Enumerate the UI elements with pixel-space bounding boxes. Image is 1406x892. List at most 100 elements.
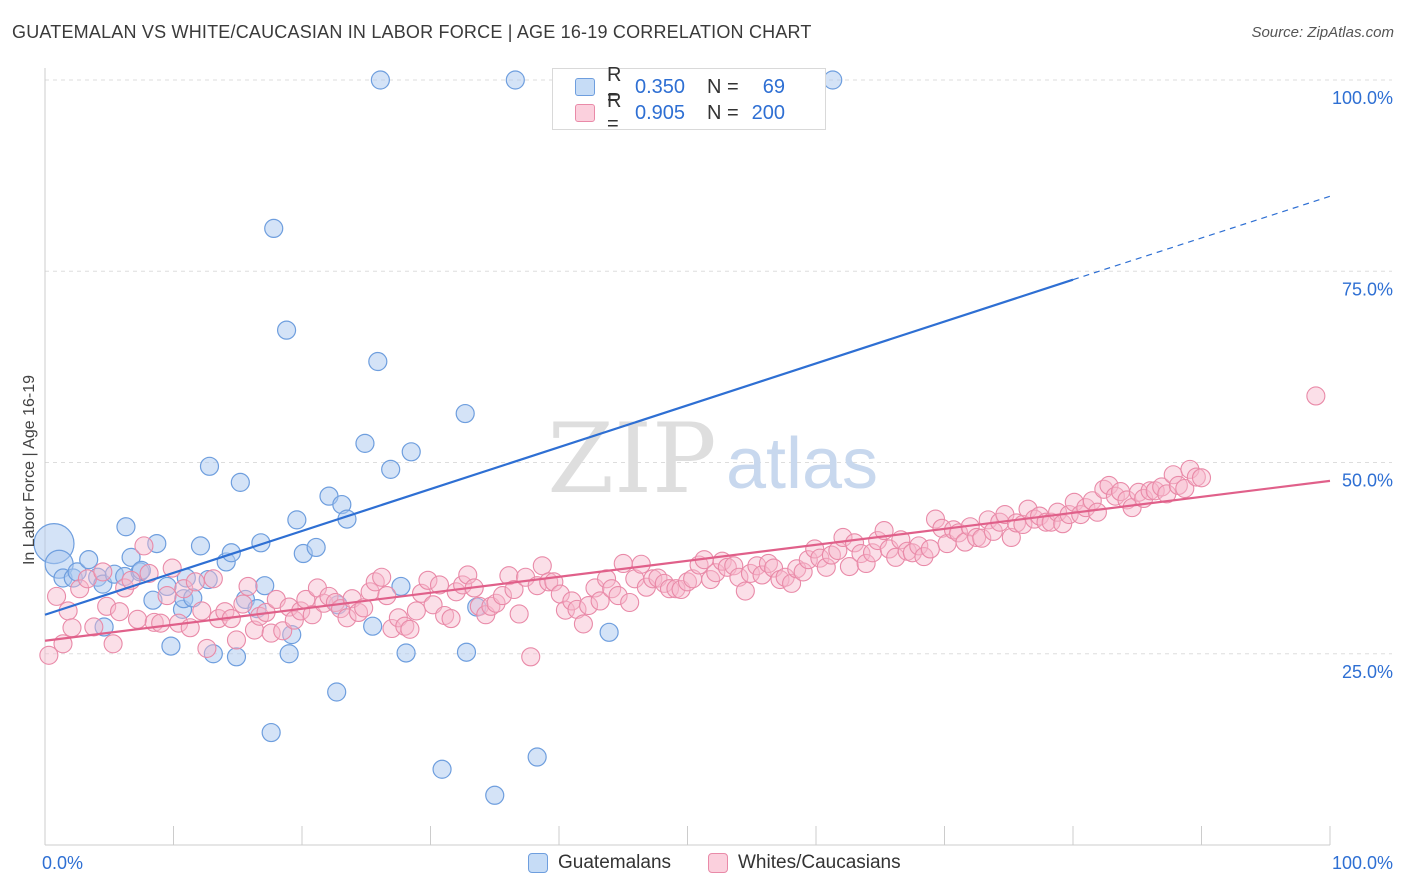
y-axis-label: In Labor Force | Age 16-19	[21, 374, 38, 566]
data-point-guatemalans	[255, 576, 275, 596]
data-point-whites	[573, 614, 593, 634]
data-point-whites	[654, 573, 674, 593]
watermark-zip: ZIP	[547, 403, 716, 515]
data-point-guatemalans	[505, 70, 525, 90]
data-point-whites	[441, 609, 461, 629]
data-point-guatemalans	[527, 747, 547, 767]
data-point-whites	[666, 579, 686, 599]
watermark: ZIP atlas	[547, 403, 878, 515]
data-point-guatemalans	[279, 644, 299, 664]
data-point-whites	[337, 608, 357, 628]
data-point-whites	[816, 557, 836, 577]
data-point-whites	[238, 576, 258, 596]
data-point-whites	[47, 586, 67, 606]
tick-labels: 25.0% 50.0% 75.0% 100.0% 0.0% 100.0%	[42, 88, 1393, 873]
y-tick-label: 50.0%	[1342, 471, 1393, 491]
legend-label: Whites/Caucasians	[738, 852, 901, 873]
data-point-whites	[139, 563, 159, 583]
data-point-whites	[521, 647, 541, 667]
series-guatemalans	[33, 70, 843, 805]
data-point-guatemalans	[287, 510, 307, 530]
data-point-guatemalans	[261, 722, 281, 743]
data-point-guatemalans	[370, 70, 390, 90]
data-point-whites	[920, 539, 940, 559]
data-point-guatemalans	[251, 533, 271, 553]
data-point-whites	[429, 575, 450, 595]
n-value: 69	[762, 75, 785, 98]
data-point-whites	[1140, 481, 1160, 501]
n-label: N =	[707, 75, 739, 98]
data-point-whites	[97, 596, 117, 616]
data-point-guatemalans	[381, 459, 401, 479]
data-point-whites	[724, 556, 744, 576]
data-point-whites	[706, 563, 726, 583]
data-point-whites	[406, 601, 426, 621]
legend-label: Guatemalans	[558, 852, 672, 873]
data-point-guatemalans	[396, 643, 416, 663]
data-point-whites	[400, 619, 420, 639]
data-point-whites	[1175, 478, 1195, 499]
data-point-whites	[486, 593, 506, 613]
data-point-whites	[793, 562, 813, 582]
data-point-whites	[1087, 502, 1107, 522]
data-point-guatemalans	[203, 644, 223, 664]
data-point-guatemalans	[143, 590, 163, 610]
r-label: R =	[607, 64, 622, 109]
legend-swatch-pink	[575, 104, 595, 122]
data-point-whites	[261, 623, 281, 643]
data-point-whites	[418, 570, 438, 590]
data-point-whites	[590, 591, 610, 611]
data-point-guatemalans	[94, 617, 114, 637]
r-value: 0.905	[635, 101, 686, 124]
data-point-guatemalans	[221, 543, 241, 563]
n-value: 200	[751, 101, 785, 124]
data-point-guatemalans	[306, 537, 326, 558]
data-point-guatemalans	[131, 560, 151, 580]
data-point-whites	[1306, 386, 1326, 406]
x-tick-label: 0.0%	[42, 853, 83, 873]
data-point-whites	[103, 634, 123, 654]
data-point-guatemalans	[327, 682, 347, 702]
data-point-whites	[1186, 467, 1206, 487]
trend-lines	[44, 195, 1331, 642]
data-point-whites	[70, 579, 90, 599]
data-point-guatemalans	[401, 442, 421, 462]
legend-row-guatemalans: R = 0.350 N = 69	[575, 64, 785, 109]
data-point-whites	[1094, 479, 1114, 499]
data-point-whites	[127, 609, 148, 629]
data-point-whites	[93, 562, 113, 582]
data-point-whites	[203, 569, 223, 589]
data-point-whites	[856, 553, 876, 574]
data-point-whites	[372, 567, 392, 587]
data-point-whites	[735, 581, 755, 601]
data-point-whites	[226, 630, 247, 650]
data-point-whites	[134, 536, 154, 556]
data-point-guatemalans	[599, 622, 619, 642]
data-point-whites	[109, 602, 130, 622]
legend-swatch-blue	[528, 853, 548, 873]
legend-item-whites: Whites/Caucasians	[708, 852, 901, 874]
data-point-whites	[909, 536, 929, 556]
data-point-whites	[631, 554, 651, 574]
data-point-whites	[1191, 468, 1212, 488]
data-point-whites	[197, 638, 217, 658]
data-point-guatemalans	[355, 433, 375, 453]
data-point-whites	[509, 604, 529, 624]
axes	[44, 68, 1331, 846]
data-point-guatemalans	[432, 759, 452, 779]
data-point-whites	[620, 592, 640, 613]
data-point-whites	[492, 586, 513, 606]
data-point-whites	[914, 547, 934, 567]
data-point-whites	[504, 579, 524, 600]
data-point-whites	[174, 579, 194, 599]
data-point-whites	[782, 573, 802, 593]
data-point-whites	[839, 556, 859, 577]
data-point-whites	[747, 556, 767, 576]
data-point-guatemalans	[456, 642, 477, 662]
trend-line-guatemalans	[44, 278, 1074, 616]
data-point-guatemalans	[823, 70, 843, 90]
data-point-whites	[1099, 475, 1119, 496]
legend-row-whites: R = 0.905 N = 200	[575, 90, 785, 135]
data-point-guatemalans	[485, 785, 505, 805]
